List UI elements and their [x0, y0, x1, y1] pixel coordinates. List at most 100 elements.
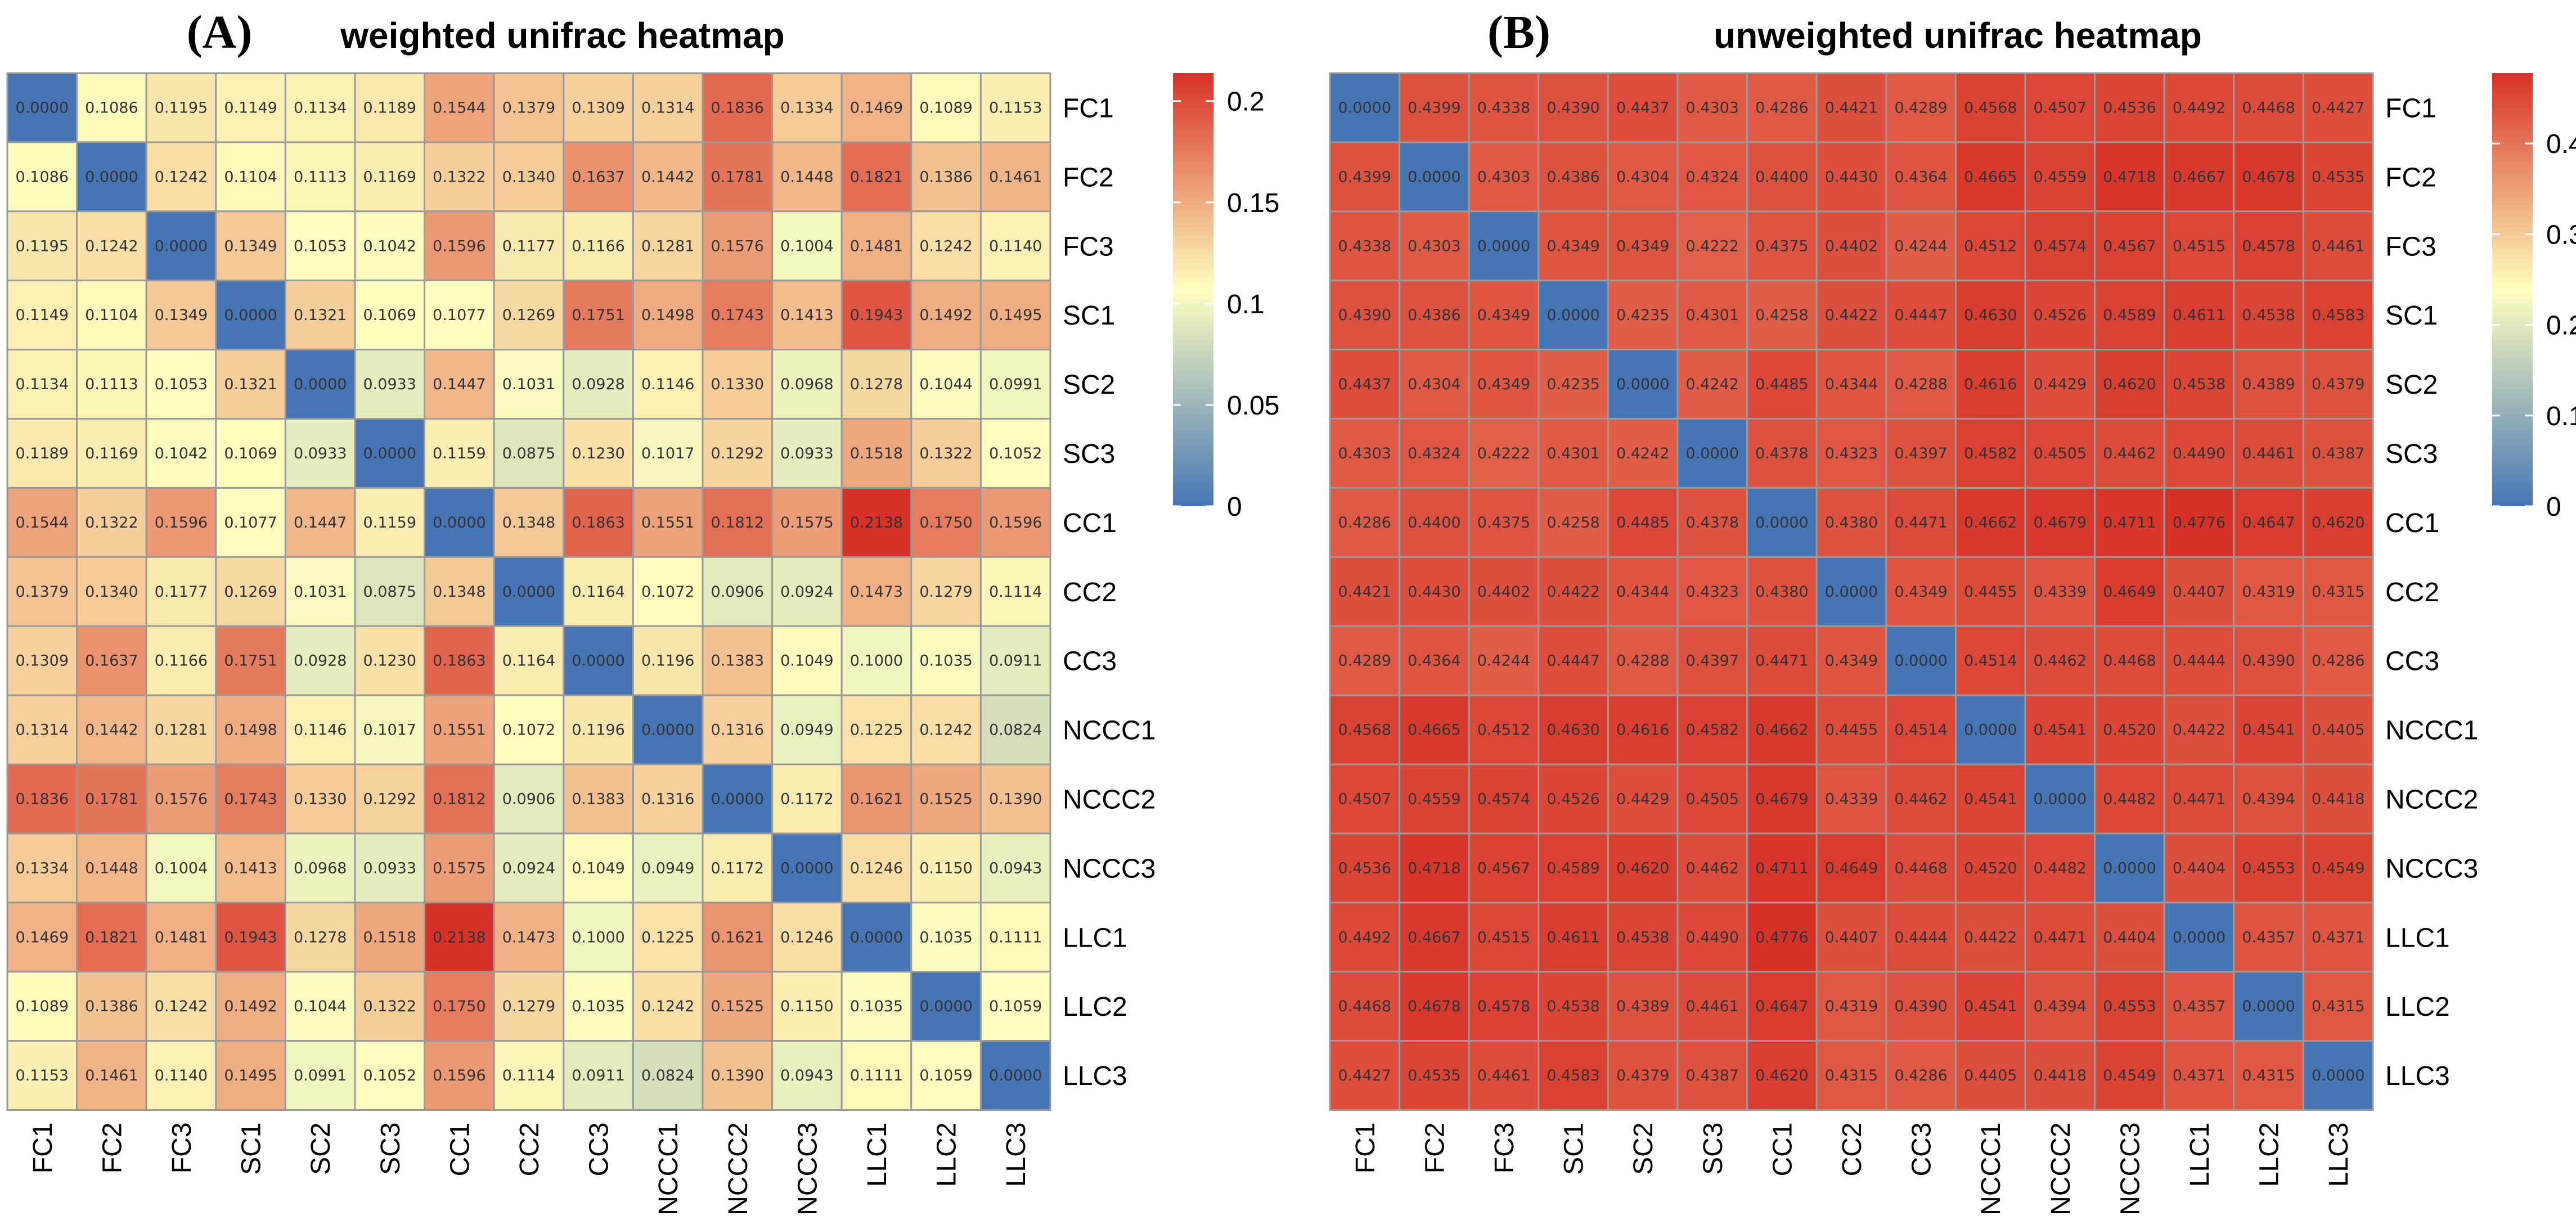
- cell-value-label: 0.4574: [2034, 237, 2087, 255]
- cell-value-label: 0.1113: [294, 168, 347, 186]
- heatmap-cell-LLC3-SC3: [1676, 1040, 1748, 1111]
- cell-value-label: 0.4258: [1547, 514, 1599, 532]
- panel-label: (B): [1487, 6, 1550, 58]
- cell-value-label: 0.4447: [1894, 307, 1947, 324]
- cell-value-label: 0.4323: [1686, 583, 1739, 601]
- cell-value-label: 0.1196: [641, 652, 694, 670]
- heatmap-cell-CC2-LLC3: [979, 556, 1051, 627]
- cell-value-label: 0.4471: [1755, 652, 1808, 670]
- cell-value-label: 0.0000: [85, 168, 138, 186]
- heatmap-cell-LLC3-CC3: [563, 1040, 634, 1111]
- row-label-FC1: FC1: [2385, 93, 2436, 123]
- cell-value-label: 0.1596: [433, 237, 485, 255]
- cell-value-label: 0.1086: [85, 99, 138, 116]
- cell-value-label: 0.4357: [2173, 998, 2226, 1015]
- heatmap-cell-CC2-SC2: [1607, 556, 1679, 627]
- heatmap-cell-SC1-CC3: [563, 280, 634, 351]
- cell-value-label: 0.4461: [2312, 237, 2364, 255]
- cell-value-label: 0.1164: [572, 583, 624, 601]
- cell-value-label: 0.4549: [2312, 859, 2364, 877]
- cell-value-label: 0.4349: [1477, 376, 1530, 393]
- column-label-LLC3: LLC3: [2324, 1123, 2354, 1187]
- cell-value-label: 0.4620: [2103, 376, 2156, 393]
- cell-value-label: 0.1322: [85, 514, 138, 532]
- heatmap-cell-NCCC3-LLC1: [840, 832, 912, 904]
- cell-value-label: 0.4422: [1964, 929, 2017, 946]
- cell-value-label: 0.4678: [1408, 998, 1460, 1015]
- legend-tick-label: 0.05: [1227, 391, 1279, 421]
- row-label-FC2: FC2: [1063, 163, 1114, 192]
- heatmap-cell-LLC3-FC2: [76, 1040, 147, 1111]
- heatmap-cell-SC3-FC1: [6, 418, 78, 489]
- cell-value-label: 0.1469: [850, 99, 903, 116]
- cell-value-label: 0.4371: [2173, 1067, 2226, 1084]
- column-label-FC3: FC3: [1490, 1123, 1519, 1174]
- heatmap-cell-LLC2-LLC1: [840, 971, 912, 1042]
- cell-value-label: 0.4512: [1964, 237, 2017, 255]
- legend-tick-label: 0.2: [1227, 87, 1265, 117]
- heatmap-cell-LLC2-LLC1: [2163, 971, 2235, 1042]
- cell-value-label: 0.1576: [155, 790, 208, 808]
- legend-tick-label: 0.15: [1227, 188, 1279, 218]
- heatmap-cell-CC3-FC1: [6, 625, 78, 696]
- column-label-NCCC3: NCCC3: [2115, 1123, 2145, 1215]
- cell-value-label: 0.4711: [1755, 859, 1808, 877]
- cell-value-label: 0.4776: [2173, 514, 2226, 532]
- cell-value-label: 0.1525: [919, 790, 972, 808]
- heatmap-cell-NCCC1-SC3: [1676, 694, 1748, 765]
- heatmap-cell-LLC2-SC2: [1607, 971, 1679, 1042]
- cell-value-label: 0.4418: [2312, 790, 2364, 808]
- heatmap-cell-LLC3-NCCC3: [771, 1040, 843, 1111]
- cell-value-label: 0.4553: [2242, 859, 2295, 877]
- column-label-LLC2: LLC2: [2255, 1123, 2285, 1187]
- cell-value-label: 0.4357: [2242, 929, 2295, 946]
- cell-value-label: 0.4349: [1547, 237, 1599, 255]
- cell-value-label: 0.1077: [433, 307, 485, 324]
- heatmap-cell-CC3-LLC1: [2163, 625, 2235, 696]
- cell-value-label: 0.4520: [2103, 722, 2156, 739]
- cell-value-label: 0.0928: [572, 376, 624, 393]
- cell-value-label: 0.0000: [1755, 514, 1808, 532]
- heatmap-cell-NCCC2-FC3: [1468, 763, 1540, 835]
- cell-value-label: 0.4289: [1338, 652, 1391, 670]
- cell-value-label: 0.4349: [1825, 652, 1878, 670]
- cell-value-label: 0.1169: [363, 168, 416, 186]
- cell-value-label: 0.1442: [85, 722, 138, 739]
- heatmap-cell-LLC2-CC2: [1815, 971, 1887, 1042]
- cell-value-label: 0.4222: [1686, 237, 1739, 255]
- heatmap-cell-FC3-CC2: [1815, 210, 1887, 282]
- cell-value-label: 0.4286: [1338, 514, 1391, 532]
- cell-value-label: 0.4461: [2242, 445, 2295, 462]
- cell-value-label: 0.4429: [2034, 376, 2087, 393]
- cell-value-label: 0.0933: [780, 445, 833, 462]
- cell-value-label: 0.4286: [2312, 652, 2364, 670]
- heatmap-cell-FC2-CC1: [1746, 141, 1818, 213]
- cell-value-label: 0.1447: [294, 514, 347, 532]
- cell-value-label: 0.4444: [1894, 929, 1947, 946]
- column-label-CC2: CC2: [515, 1123, 545, 1177]
- cell-value-label: 0.4303: [1686, 99, 1739, 116]
- row-label-NCCC2: NCCC2: [1063, 785, 1156, 814]
- cell-value-label: 0.4538: [1616, 929, 1669, 946]
- cell-value-label: 0.4589: [1547, 859, 1599, 877]
- cell-value-label: 0.4630: [1964, 307, 2017, 324]
- heatmap-cell-NCCC2-CC2: [1815, 763, 1887, 835]
- heatmap-cell-CC1-CC3: [563, 487, 634, 558]
- heatmap-cell-NCCC3-FC1: [6, 832, 78, 904]
- cell-value-label: 0.1637: [572, 168, 624, 186]
- heatmap-cell-NCCC2-NCCC3: [771, 763, 843, 835]
- cell-value-label: 0.4662: [1755, 722, 1808, 739]
- heatmap-cell-LLC3-CC1: [1746, 1040, 1818, 1111]
- heatmap-cell-LLC2-LLC3: [979, 971, 1051, 1042]
- cell-value-label: 0.1177: [502, 237, 555, 255]
- cell-value-label: 0.4574: [1477, 790, 1530, 808]
- column-label-LLC1: LLC1: [862, 1123, 892, 1187]
- cell-value-label: 0.1069: [224, 445, 277, 462]
- cell-value-label: 0.4512: [1477, 722, 1530, 739]
- cell-value-label: 0.1049: [780, 652, 833, 670]
- cell-value-label: 0.2138: [850, 514, 903, 532]
- heatmap-cell-LLC1-CC1: [424, 902, 495, 973]
- row-label-CC1: CC1: [1063, 508, 1117, 538]
- heatmap-cell-SC1-SC1: [215, 280, 286, 351]
- heatmap-cell-FC1-LLC2: [2233, 72, 2304, 143]
